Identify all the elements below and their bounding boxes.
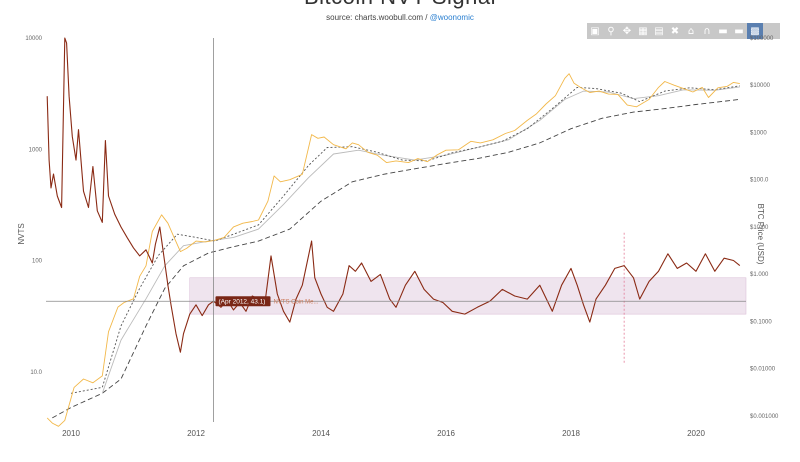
zoom-out-icon[interactable]: ▤ [654,25,664,37]
x-tick-label: 2016 [437,429,455,438]
y-left-tick-label: 10000 [25,36,42,42]
hover-label-group: (Apr 2012, 43.1) NVTS Coin Me... [215,296,319,307]
chart-title: Bitcoin NVT Signal [0,0,800,10]
y-axis-right: $100000 $10000 $1000 $100.0 $10.00 $1.000 $0.1… [750,36,779,420]
subtitle-handle-link[interactable]: @woonomic [429,13,474,22]
nvt-band [189,277,747,315]
series-line-4[interactable] [52,98,740,419]
y-right-tick-label: $0.01000 [750,367,776,373]
chart-modebar: ▣ ⚲ ✥ ▦ ▤ ✖ ⌂ ∩ ▬ ▬ ▩ [587,23,780,39]
y-right-tick-label: $1000 [750,130,767,136]
y-axis-left: 10000 1000 100 10.0 [25,36,42,376]
series-layer [46,37,741,427]
hover-series-name: NVTS Coin Me... [274,300,319,306]
x-tick-label: 2018 [562,429,580,438]
y-left-tick-label: 100 [32,259,43,265]
x-tick-label: 2020 [687,429,705,438]
x-tick-label: 2010 [62,429,80,438]
y-left-tick-label: 1000 [29,147,43,153]
series-line-3[interactable] [101,86,740,394]
y-right-tick-label: $0.001000 [750,414,779,420]
spike-icon[interactable]: ∩ [703,25,711,37]
y-right-tick-label: $10.00 [750,225,769,231]
x-tick-label: 2014 [312,429,330,438]
y-right-tick-label: $100.0 [750,178,769,184]
autoscale-icon[interactable]: ✖ [670,25,680,37]
zoom-icon[interactable]: ⚲ [607,25,615,37]
y-right-tick-label: $1.000 [750,272,769,278]
pan-icon[interactable]: ✥ [622,25,632,37]
reset-icon[interactable]: ⌂ [687,25,695,37]
x-axis: 2010 2012 2014 2016 2018 2020 [62,429,705,438]
y-right-tick-label: $0.1000 [750,319,772,325]
camera-icon[interactable]: ▣ [590,25,600,37]
y-axis-left-title: NVTS [17,223,26,244]
y-right-tick-label: $10000 [750,83,771,89]
series-line-2[interactable] [70,85,740,394]
y-axis-right-title: BTC Price (USD) [756,204,765,265]
hover-label-box [215,296,271,307]
zoom-in-icon[interactable]: ▦ [638,25,648,37]
subtitle-source: source: charts.woobull.com / [326,13,430,22]
hover-compare-icon[interactable]: ▬ [734,25,744,37]
series-line-1[interactable] [46,73,740,427]
series-line-0[interactable] [46,37,741,353]
logo-icon[interactable]: ▩ [747,23,763,39]
y-left-tick-label: 10.0 [30,370,42,376]
hover-label-text: (Apr 2012, 43.1) [219,299,266,306]
y-right-tick-label: $100000 [750,36,774,42]
x-tick-label: 2012 [187,429,205,438]
hover-closest-icon[interactable]: ▬ [718,25,728,37]
chart-subtitle: source: charts.woobull.com / @woonomic [0,13,800,22]
